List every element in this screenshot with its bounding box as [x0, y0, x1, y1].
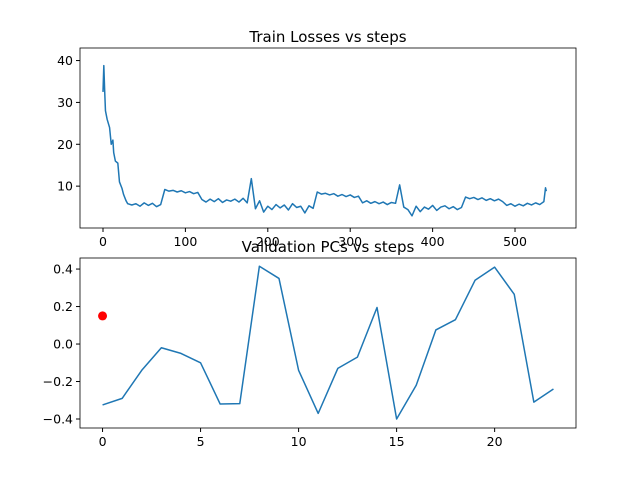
- y-tick-label: −0.4: [43, 412, 73, 427]
- y-tick-label: 20: [57, 137, 73, 152]
- axes-frame: [79, 47, 577, 229]
- x-tick-label: 100: [173, 234, 197, 249]
- x-tick-label: 0: [99, 434, 107, 449]
- y-tick-label: 40: [57, 53, 73, 68]
- chart-title: Train Losses vs steps: [248, 28, 406, 46]
- chart-title: Validation PCs vs steps: [242, 238, 415, 256]
- x-tick-label: 0: [99, 234, 107, 249]
- axes-frame: [79, 257, 577, 429]
- y-tick-label: 0.0: [53, 337, 73, 352]
- series-line: [102, 265, 554, 420]
- y-tick-label: −0.2: [43, 374, 73, 389]
- y-tick-label: 0.2: [53, 299, 73, 314]
- x-tick-label: 15: [389, 434, 405, 449]
- y-tick-label: 30: [57, 95, 73, 110]
- y-tick-label: 10: [57, 179, 73, 194]
- scatter-point: [98, 311, 108, 321]
- x-tick-label: 10: [291, 434, 307, 449]
- series-line: [102, 64, 548, 217]
- x-tick-label: 500: [503, 234, 527, 249]
- x-tick-label: 5: [197, 434, 205, 449]
- x-tick-label: 200: [256, 234, 280, 249]
- x-tick-label: 20: [487, 434, 503, 449]
- x-tick-label: 400: [421, 234, 445, 249]
- x-tick-label: 300: [338, 234, 362, 249]
- y-tick-label: 0.4: [53, 262, 73, 277]
